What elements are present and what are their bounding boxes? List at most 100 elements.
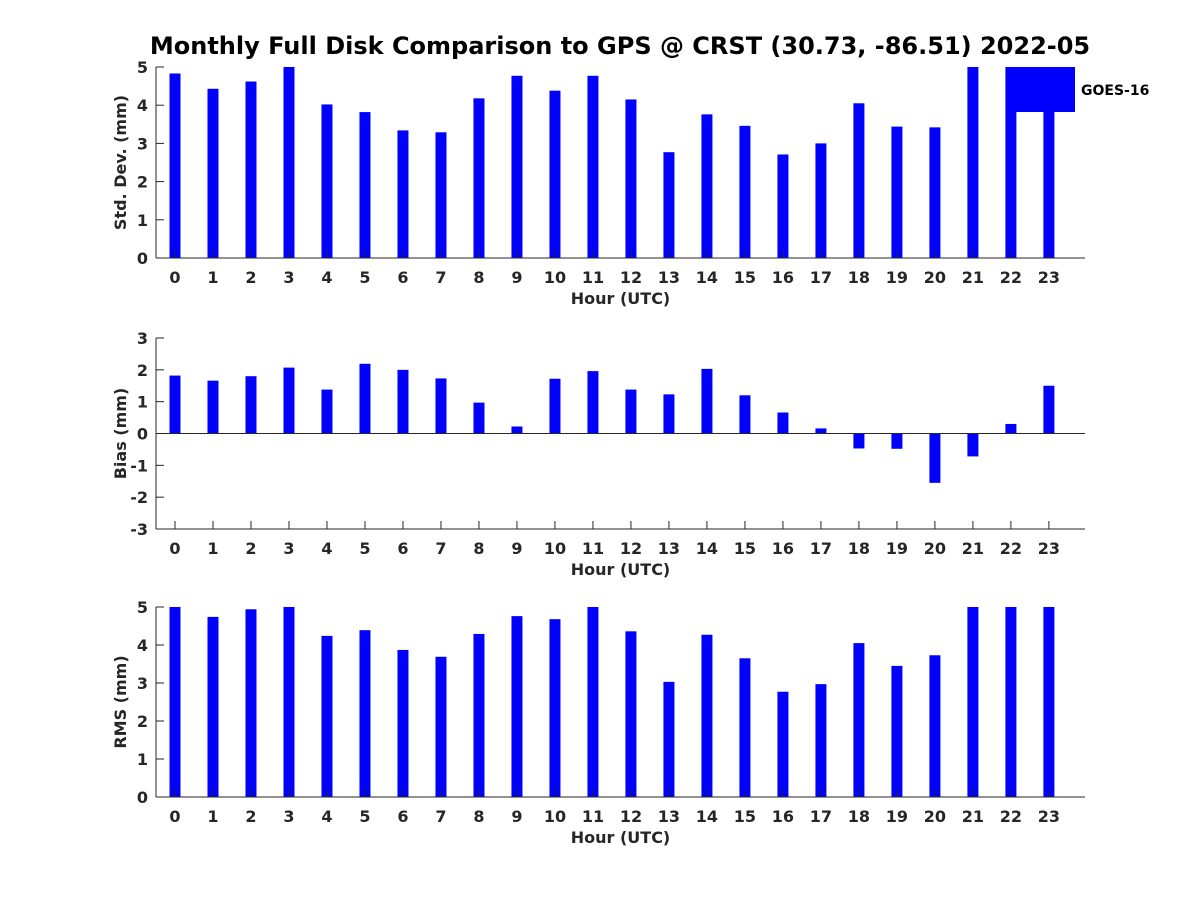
y-tick-label: 2 — [137, 173, 148, 192]
x-tick-label: 5 — [359, 539, 370, 558]
x-tick-label: 17 — [810, 807, 832, 826]
x-tick-label: 16 — [772, 268, 794, 287]
y-tick-label: 4 — [137, 96, 148, 115]
x-tick-label: 0 — [169, 807, 180, 826]
x-tick-label: 23 — [1038, 807, 1060, 826]
bar-rms-hour-14 — [701, 634, 713, 797]
x-tick-label: 11 — [582, 807, 604, 826]
x-tick-label: 23 — [1038, 268, 1060, 287]
bar-std-hour-22 — [1005, 67, 1017, 258]
x-tick-label: 18 — [848, 268, 870, 287]
x-tick-label: 3 — [283, 539, 294, 558]
bar-bias-hour-18 — [853, 433, 865, 449]
x-tick-label: 15 — [734, 807, 756, 826]
y-tick-label: 0 — [137, 249, 148, 268]
x-tick-label: 6 — [397, 539, 408, 558]
bar-rms-hour-9 — [511, 616, 523, 797]
bar-std-hour-10 — [549, 90, 561, 259]
bar-bias-hour-11 — [587, 371, 599, 434]
bar-bias-hour-5 — [359, 363, 371, 434]
bar-rms-hour-8 — [473, 633, 485, 797]
y-axis-title: RMS (mm) — [111, 655, 130, 748]
x-tick-label: 0 — [169, 539, 180, 558]
bar-rms-hour-22 — [1005, 607, 1017, 797]
legend: GOES-16 — [1008, 67, 1149, 112]
x-tick-label: 11 — [582, 268, 604, 287]
bar-bias-hour-7 — [435, 378, 447, 434]
x-tick-label: 18 — [848, 539, 870, 558]
y-tick-label: 2 — [137, 712, 148, 731]
bar-rms-hour-13 — [663, 681, 675, 797]
bar-std-hour-8 — [473, 98, 485, 258]
x-tick-label: 19 — [886, 268, 908, 287]
x-tick-label: 5 — [359, 807, 370, 826]
y-tick-label: 1 — [137, 750, 148, 769]
x-tick-label: 14 — [696, 539, 718, 558]
x-tick-label: 20 — [924, 807, 946, 826]
x-tick-label: 16 — [772, 807, 794, 826]
bar-std-hour-9 — [511, 75, 523, 258]
y-tick-label: 2 — [137, 361, 148, 380]
bar-std-hour-13 — [663, 152, 675, 258]
bar-bias-hour-23 — [1043, 385, 1055, 434]
x-tick-label: 15 — [734, 268, 756, 287]
legend-label: GOES-16 — [1081, 83, 1149, 99]
y-tick-label: -3 — [130, 520, 148, 539]
y-tick-label: 3 — [137, 134, 148, 153]
x-tick-label: 11 — [582, 539, 604, 558]
bar-rms-hour-12 — [625, 631, 637, 797]
x-tick-label: 21 — [962, 807, 984, 826]
bar-bias-hour-2 — [245, 376, 257, 434]
bar-std-hour-0 — [169, 73, 181, 259]
bar-std-hour-4 — [321, 104, 333, 258]
bar-rms-hour-2 — [245, 609, 257, 797]
x-tick-label: 12 — [620, 268, 642, 287]
bar-std-hour-1 — [207, 88, 219, 259]
bar-std-hour-5 — [359, 112, 371, 258]
y-tick-label: 3 — [137, 674, 148, 693]
x-tick-label: 7 — [435, 268, 446, 287]
x-tick-label: 8 — [473, 539, 484, 558]
bar-bias-hour-15 — [739, 395, 751, 434]
bar-std-hour-12 — [625, 99, 637, 258]
bar-rms-hour-21 — [967, 607, 979, 797]
bar-rms-hour-7 — [435, 656, 447, 797]
bar-bias-hour-6 — [397, 369, 409, 434]
x-tick-label: 1 — [207, 807, 218, 826]
bar-std-hour-2 — [245, 81, 257, 259]
x-tick-label: 0 — [169, 268, 180, 287]
y-tick-label: 1 — [137, 393, 148, 412]
bar-std-hour-19 — [891, 126, 903, 258]
x-tick-label: 9 — [511, 539, 522, 558]
bar-bias-hour-22 — [1005, 423, 1017, 434]
y-tick-label: 0 — [137, 788, 148, 807]
bar-bias-hour-12 — [625, 389, 637, 434]
bar-bias-hour-14 — [701, 368, 713, 434]
bar-std-hour-17 — [815, 143, 827, 258]
x-axis-title: Hour (UTC) — [571, 289, 671, 308]
bar-std-hour-20 — [929, 127, 941, 258]
x-tick-label: 13 — [658, 807, 680, 826]
x-tick-label: 12 — [620, 539, 642, 558]
bar-rms-hour-10 — [549, 619, 561, 797]
x-tick-label: 2 — [245, 807, 256, 826]
x-tick-label: 4 — [321, 268, 332, 287]
bar-bias-hour-3 — [283, 367, 295, 434]
x-tick-label: 19 — [886, 539, 908, 558]
bar-std-hour-3 — [283, 67, 295, 258]
y-tick-label: 5 — [137, 58, 148, 77]
x-tick-label: 21 — [962, 268, 984, 287]
x-tick-label: 15 — [734, 539, 756, 558]
bar-rms-hour-15 — [739, 658, 751, 797]
x-tick-label: 1 — [207, 539, 218, 558]
bar-rms-hour-18 — [853, 643, 865, 797]
legend-swatch — [1008, 67, 1075, 112]
bar-std-hour-14 — [701, 114, 713, 259]
x-tick-label: 14 — [696, 268, 718, 287]
bar-bias-hour-16 — [777, 412, 789, 434]
figure-title: Monthly Full Disk Comparison to GPS @ CR… — [150, 32, 1090, 60]
bar-bias-hour-4 — [321, 389, 333, 434]
